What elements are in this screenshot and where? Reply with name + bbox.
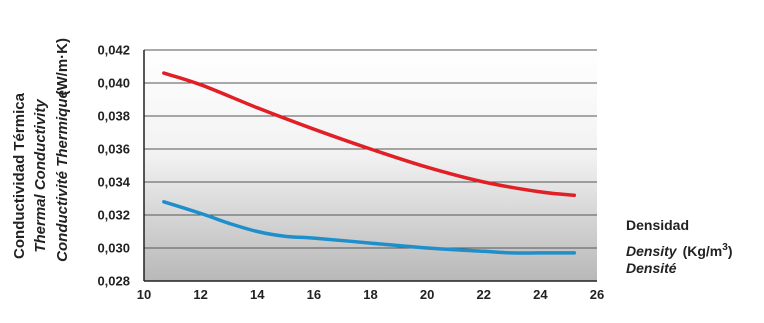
series-0-point-8	[573, 194, 576, 197]
series-0-point-5	[425, 166, 429, 169]
xlabel-line-2-unit: Density (Kg/m3)	[626, 242, 732, 259]
series-1-point-5	[312, 236, 316, 240]
x-tick-labels: 10 12 14 16 18 20 22 24 26	[137, 287, 604, 302]
series-0-point-7	[539, 190, 542, 194]
y-tick-label-7: 0,042	[97, 43, 130, 58]
y-tick-label-4: 0,036	[97, 142, 130, 157]
grid	[144, 49, 597, 249]
x-tick-label-3: 16	[307, 287, 321, 302]
series-0-point-4	[369, 147, 372, 151]
series-1-point-6	[369, 241, 372, 245]
series-1-point-2	[227, 222, 231, 225]
series-1-point-9	[510, 251, 514, 255]
y-tick-label-3: 0,034	[97, 175, 130, 190]
series-1-point-11	[573, 251, 576, 255]
ylabel-line-1: Conductividad Térmica	[11, 92, 28, 259]
xlabel-line-2: Density	[626, 243, 678, 259]
y-tick-label-0: 0,028	[97, 274, 130, 289]
xlabel-line-1: Densidad	[626, 217, 689, 233]
x-tick-label-4: 18	[363, 287, 377, 302]
series-0-point-3	[312, 128, 316, 131]
series-1-point-4	[284, 235, 287, 238]
x-tick-label-5: 20	[420, 287, 434, 302]
xlabel-line-3: Densité	[626, 260, 677, 276]
series-0-point-6	[482, 180, 485, 184]
plot-area	[144, 50, 597, 281]
xlabel-unit-close: )	[728, 243, 733, 259]
y-tick-labels: 0,028 0,030 0,032 0,034 0,036 0,038 0,040 0,042	[97, 43, 130, 289]
y-tick-label-6: 0,040	[97, 76, 130, 91]
series-0-point-2	[256, 106, 259, 110]
x-tick-label-0: 10	[137, 287, 151, 302]
xlabel-unit-exp: 3	[722, 242, 728, 253]
series-group	[162, 71, 577, 255]
series-1-point-10	[539, 251, 542, 255]
x-tick-label-8: 26	[590, 287, 604, 302]
series-0-point-0	[162, 71, 165, 75]
y-tick-label-5: 0,038	[97, 109, 130, 124]
ylabel-unit: (W/m·K)	[54, 38, 71, 95]
series-line-1	[162, 200, 577, 255]
x-tick-label-6: 22	[477, 287, 491, 302]
series-1-point-7	[425, 246, 429, 250]
series-0-point-1	[199, 83, 202, 86]
ylabel-line-2: Thermal Conductivity	[32, 99, 49, 253]
series-1-point-1	[199, 212, 202, 215]
xlabel-unit-base: (Kg/m	[683, 243, 723, 259]
x-tick-label-1: 12	[193, 287, 207, 302]
series-1-point-3	[256, 230, 259, 233]
ylabel-line-3: Conductivité Thermique	[54, 90, 71, 262]
y-tick-label-2: 0,032	[97, 208, 130, 223]
series-1-point-0	[162, 200, 165, 203]
x-tick-label-7: 24	[533, 287, 548, 302]
series-1-point-8	[482, 250, 485, 253]
x-tick-label-2: 14	[250, 287, 265, 302]
y-tick-label-1: 0,030	[97, 241, 130, 256]
